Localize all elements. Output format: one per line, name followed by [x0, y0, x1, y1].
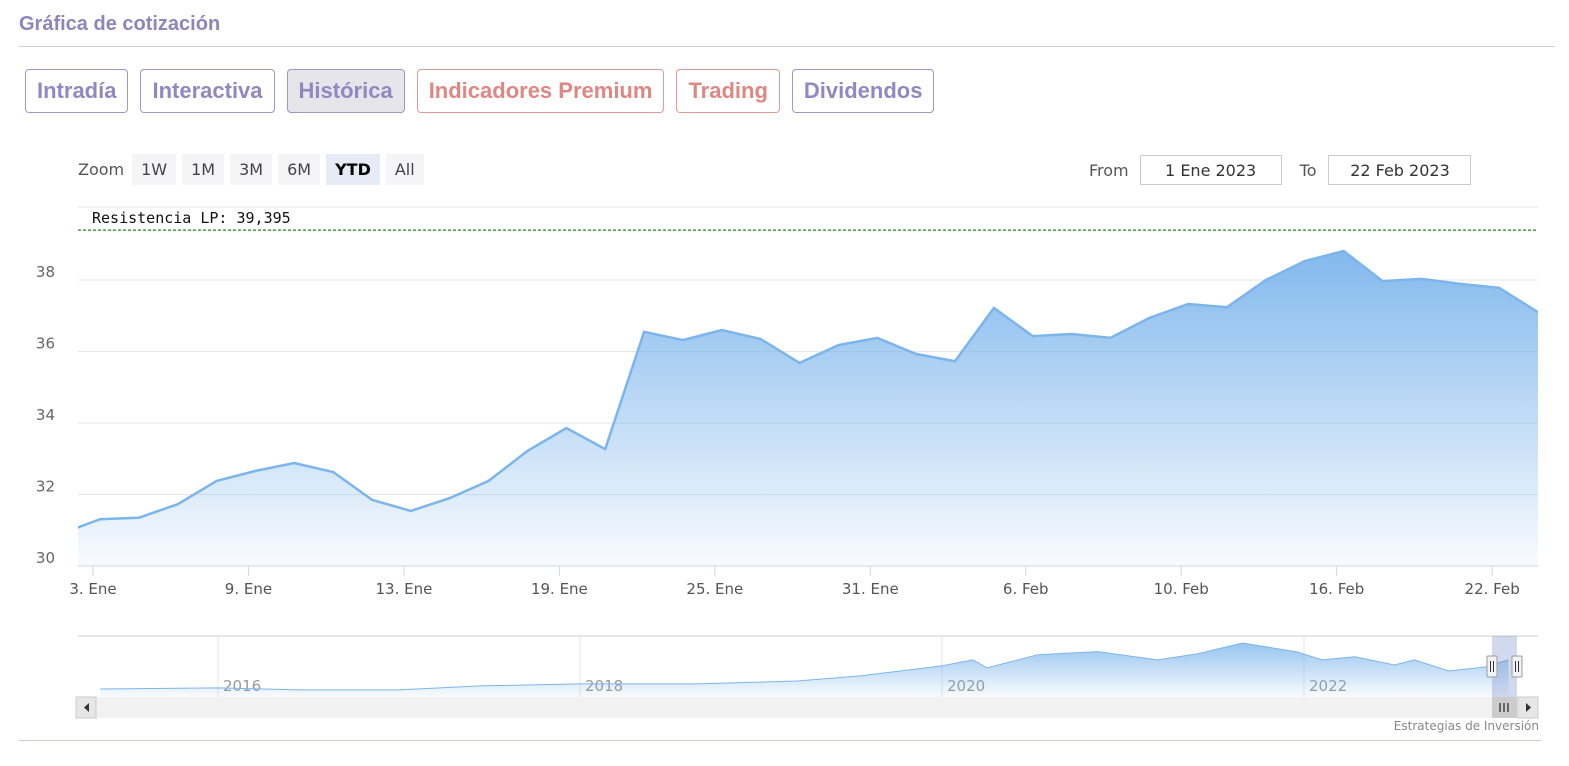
zoom-selector: Zoom 1W 1M 3M 6M YTD All [78, 154, 424, 185]
tab-indicadores-premium[interactable]: Indicadores Premium [416, 69, 665, 113]
tab-dividendos[interactable]: Dividendos [791, 69, 935, 113]
resistance-label: Resistencia LP: 39,395 [92, 209, 291, 227]
to-date-input[interactable]: 22 Feb 2023 [1328, 155, 1472, 185]
scroll-left-button[interactable] [75, 696, 97, 719]
y-tick-label: 38 [36, 263, 55, 281]
tab-historica[interactable]: Histórica [286, 69, 405, 113]
credits-link[interactable]: Estrategias de Inversión [1393, 719, 1539, 733]
to-label: To [1299, 160, 1317, 180]
date-range: From 1 Ene 2023 To 22 Feb 2023 [1089, 155, 1472, 185]
navigator-left-handle[interactable] [1486, 655, 1498, 678]
y-tick-label: 32 [36, 478, 55, 496]
y-tick-label: 36 [36, 335, 55, 353]
arrow-left-icon [84, 703, 89, 712]
tab-intradia[interactable]: Intradía [25, 69, 129, 113]
price-area [78, 251, 1538, 566]
from-date-input[interactable]: 1 Ene 2023 [1139, 155, 1282, 185]
x-tick-label: 9. Ene [225, 580, 272, 598]
x-tick-label: 31. Ene [842, 580, 899, 598]
bottom-divider [19, 740, 1541, 741]
scroll-right-button[interactable] [1517, 696, 1539, 719]
price-line [78, 249, 1538, 529]
x-tick-label: 19. Ene [531, 580, 588, 598]
x-tick-label: 22. Feb [1465, 580, 1520, 598]
zoom-6m-button[interactable]: 6M [278, 154, 321, 185]
zoom-ytd-button[interactable]: YTD [326, 154, 380, 185]
zoom-1w-button[interactable]: 1W [132, 154, 177, 185]
zoom-all-button[interactable]: All [385, 154, 424, 185]
x-tick-label: 13. Ene [375, 580, 432, 598]
x-tick-label: 3. Ene [69, 580, 116, 598]
zoom-label: Zoom [78, 160, 125, 179]
divider [19, 46, 1555, 47]
tab-trading[interactable]: Trading [676, 69, 780, 113]
y-tick-label: 34 [36, 406, 55, 424]
chart-tabs: Intradía Interactiva Histórica Indicador… [25, 69, 935, 113]
x-tick-label: 10. Feb [1154, 580, 1209, 598]
scrollbar-track[interactable] [76, 697, 1538, 718]
scrollbar-thumb[interactable] [1492, 697, 1517, 718]
from-label: From [1089, 160, 1129, 180]
navigator-area [100, 643, 1509, 697]
navigator-right-handle[interactable] [1511, 655, 1523, 678]
zoom-1m-button[interactable]: 1M [182, 154, 225, 185]
tab-interactiva[interactable]: Interactiva [140, 69, 275, 113]
zoom-3m-button[interactable]: 3M [230, 154, 273, 185]
navigator-line [100, 642, 1509, 691]
x-tick-label: 25. Ene [686, 580, 743, 598]
x-tick-label: 16. Feb [1309, 580, 1364, 598]
arrow-right-icon [1526, 703, 1531, 712]
page-title: Gráfica de cotización [19, 13, 221, 35]
y-tick-label: 30 [36, 549, 55, 567]
x-tick-label: 6. Feb [1003, 580, 1049, 598]
